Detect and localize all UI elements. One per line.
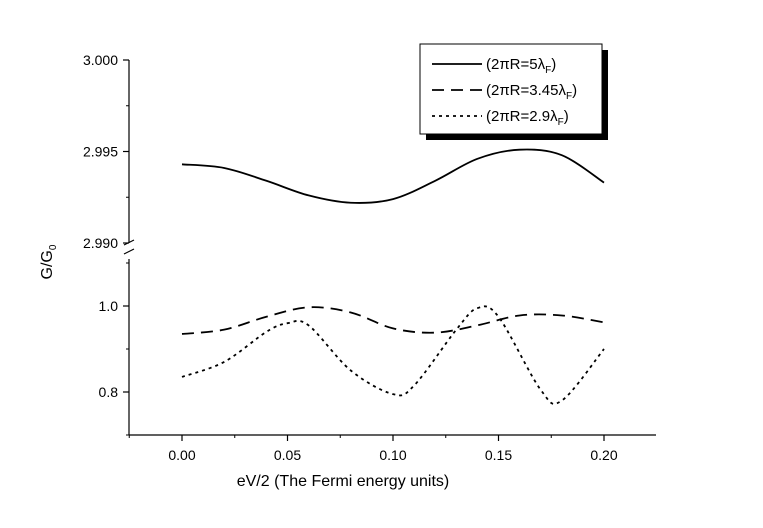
series-line-3 <box>181 305 605 405</box>
x-tick-label: 0.20 <box>590 447 617 463</box>
legend: (2πR=5λF) (2πR=3.45λF) (2πR=2.9λF) <box>419 43 608 140</box>
x-tick-label: 0.15 <box>485 447 512 463</box>
axis-break-mark <box>123 248 135 255</box>
y-axis-title-main: G/G <box>39 250 56 279</box>
legend-box <box>419 43 603 135</box>
y-tick-label-lower: 0.8 <box>99 384 119 400</box>
y-tick-label-lower: 1.0 <box>99 298 119 314</box>
x-tick-label: 0.05 <box>274 447 301 463</box>
axes: 0.00 0.05 0.10 0.15 0.20 2.990 2.995 3.000 0.8 1.… <box>83 52 656 463</box>
x-axis-title: eV/2 (The Fermi energy units) <box>237 473 450 490</box>
series-line-2 <box>181 306 605 335</box>
y-tick-label-upper: 3.000 <box>83 52 118 68</box>
y-axis-title-subscript: 0 <box>48 244 59 250</box>
y-axis-title: G/G0 <box>39 244 59 279</box>
series-line-1 <box>181 148 605 204</box>
x-tick-label: 0.00 <box>168 447 195 463</box>
legend-label: (2πR=5λF) <box>486 56 556 76</box>
y-tick-label-upper: 2.990 <box>83 235 118 251</box>
y-tick-label-upper: 2.995 <box>83 144 118 160</box>
legend-label: (2πR=3.45λF) <box>486 82 577 102</box>
x-tick-label: 0.10 <box>379 447 406 463</box>
series-layer <box>181 148 605 405</box>
legend-label: (2πR=2.9λF) <box>486 108 569 128</box>
